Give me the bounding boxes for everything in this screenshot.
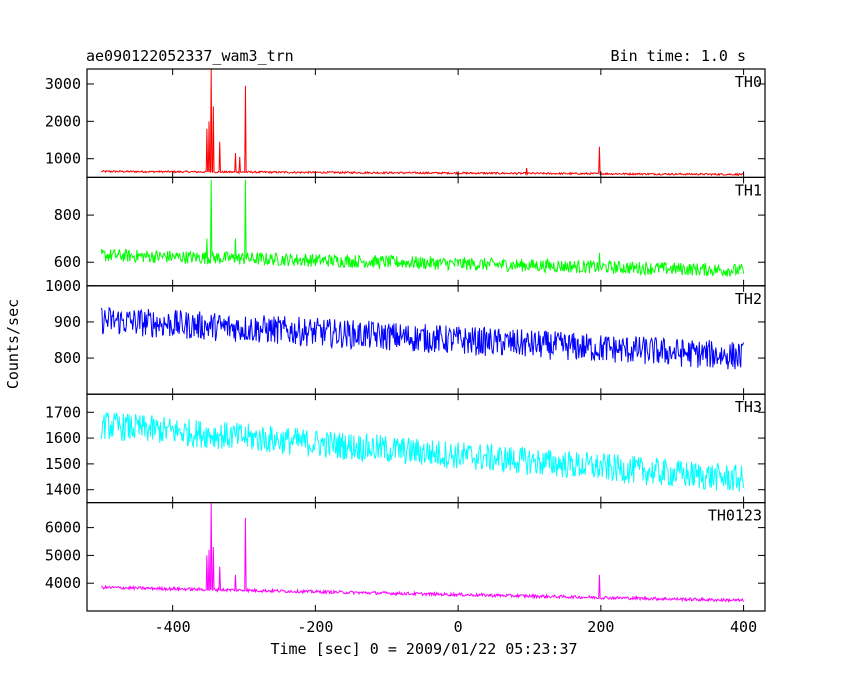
- series-line-th0: [100, 68, 744, 177]
- chart-title-right: Bin time: 1.0 s: [611, 47, 746, 65]
- panel-frame-th0: [86, 68, 766, 179]
- y-tick-label-th1: 800: [54, 206, 81, 224]
- y-tick-label-th3: 1600: [45, 429, 81, 447]
- series-line-th0123: [101, 502, 745, 603]
- y-tick-label-th2: 1000: [45, 277, 81, 295]
- y-tick-label-th3: 1500: [45, 455, 81, 473]
- x-tick-label: -200: [297, 618, 333, 636]
- y-tick-label-th0: 1000: [45, 150, 81, 168]
- x-axis-label: Time [sec] 0 = 2009/01/22 05:23:37: [270, 640, 577, 658]
- x-tick-label: -400: [155, 618, 191, 636]
- panel-label-th0: TH0: [735, 73, 762, 91]
- y-tick-label-th3: 1400: [45, 481, 81, 499]
- y-tick-label-th0123: 5000: [45, 546, 81, 564]
- x-tick-label: 0: [454, 618, 463, 636]
- panel-label-th1: TH1: [735, 181, 762, 199]
- panel-label-th0123: TH0123: [708, 507, 762, 525]
- y-tick-label-th1: 600: [54, 253, 81, 271]
- y-tick-label-th2: 900: [54, 313, 81, 331]
- y-axis-label: Counts/sec: [4, 299, 22, 389]
- x-tick-label: 200: [587, 618, 614, 636]
- y-tick-label-th2: 800: [54, 349, 81, 367]
- y-tick-label-th0: 3000: [45, 75, 81, 93]
- y-tick-label-th0123: 4000: [45, 574, 81, 592]
- y-tick-label-th0: 2000: [45, 112, 81, 130]
- series-line-th3: [100, 412, 745, 492]
- series-line-th1: [100, 179, 745, 278]
- y-tick-label-th3: 1700: [45, 403, 81, 421]
- y-tick-label-th0123: 6000: [45, 519, 81, 537]
- panel-label-th2: TH2: [735, 290, 762, 308]
- x-tick-label: 400: [730, 618, 757, 636]
- chart-title-left: ae090122052337_wam3_trn: [86, 47, 294, 65]
- panel-frame-th3: [86, 393, 766, 504]
- panel-frame-th0123: [86, 502, 766, 612]
- panel-label-th3: TH3: [735, 398, 762, 416]
- series-line-th2: [100, 306, 745, 370]
